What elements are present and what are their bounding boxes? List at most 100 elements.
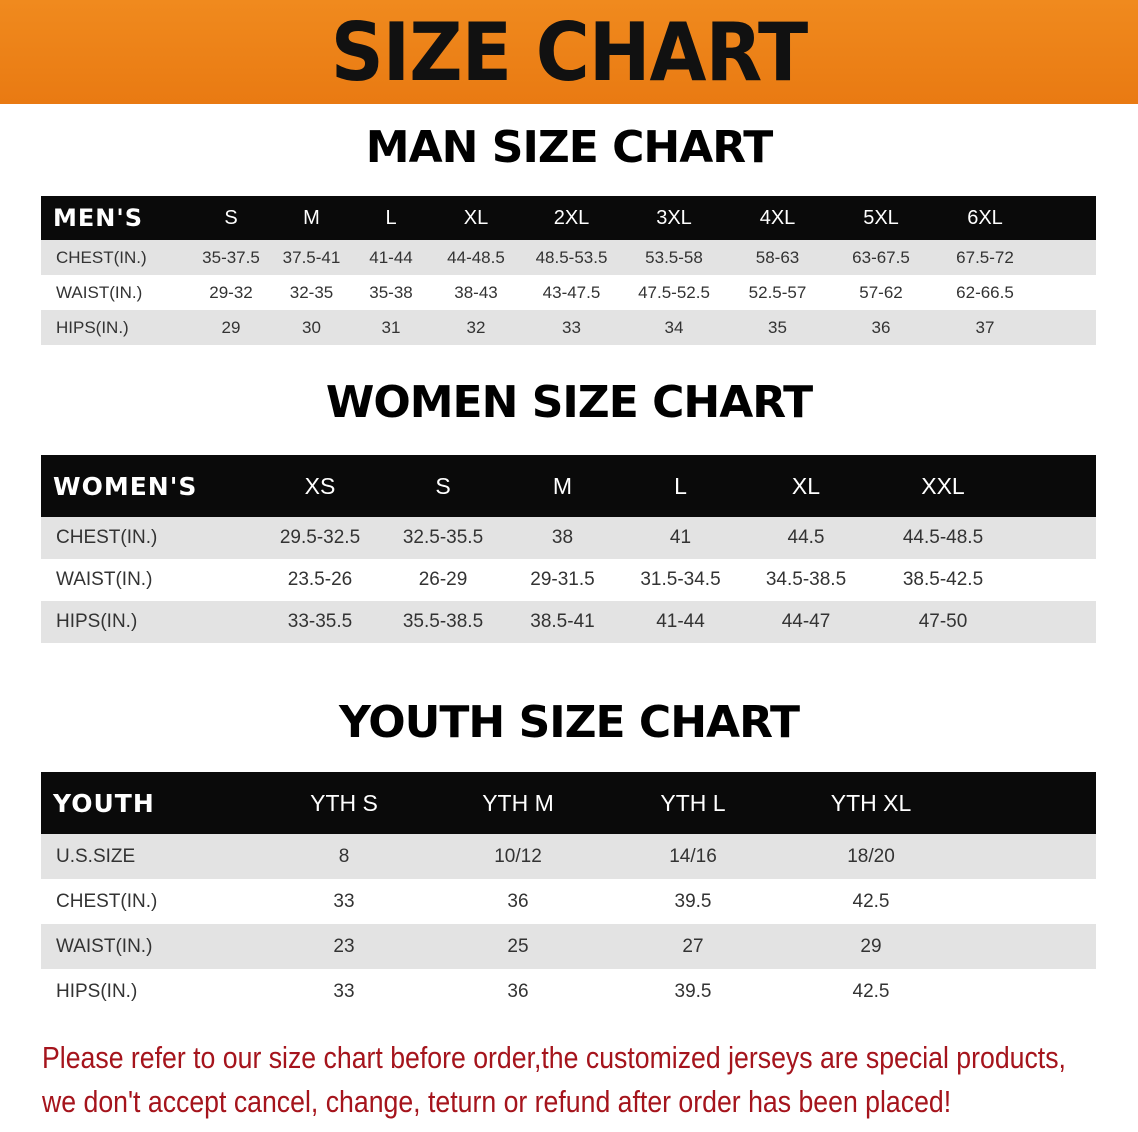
note-line-1: Please refer to our size chart before or… — [42, 1040, 1066, 1075]
measurement-value: 32.5-35.5 — [382, 517, 504, 559]
measurement-value: 44.5-48.5 — [872, 517, 1014, 559]
measurement-value: 31.5-34.5 — [621, 559, 740, 601]
size-column-header: YTH S — [257, 772, 431, 834]
measurement-label: U.S.SIZE — [41, 834, 257, 879]
measurement-value — [1014, 559, 1096, 601]
size-column-header: 4XL — [726, 196, 829, 240]
measurement-value: 38.5-42.5 — [872, 559, 1014, 601]
measurement-value: 44.5 — [740, 517, 872, 559]
measurement-value: 48.5-53.5 — [521, 240, 622, 275]
measurement-value: 35-37.5 — [190, 240, 272, 275]
banner-title: SIZE CHART — [330, 5, 809, 99]
measurement-value: 62-66.5 — [933, 275, 1037, 310]
measurement-value: 36 — [829, 310, 933, 345]
measurement-value: 34.5-38.5 — [740, 559, 872, 601]
size-column-header: S — [382, 455, 504, 517]
table-row: WAIST(IN.) 29-32 32-35 35-38 38-43 43-47.5 47.… — [41, 275, 1096, 310]
measurement-value: 18/20 — [781, 834, 961, 879]
size-column-header: XL — [740, 455, 872, 517]
measurement-value — [1014, 517, 1096, 559]
men-section-title: MAN SIZE CHART — [365, 122, 773, 173]
measurement-value: 47-50 — [872, 601, 1014, 643]
note-line-2: we don't accept cancel, change, teturn o… — [42, 1084, 952, 1119]
measurement-value: 37.5-41 — [272, 240, 351, 275]
measurement-label: CHEST(IN.) — [41, 879, 257, 924]
size-column-header — [1014, 455, 1096, 517]
measurement-label: HIPS(IN.) — [41, 310, 190, 345]
measurement-value: 33 — [521, 310, 622, 345]
measurement-value: 36 — [431, 879, 605, 924]
measurement-value: 38 — [504, 517, 621, 559]
measurement-value: 57-62 — [829, 275, 933, 310]
measurement-value: 38.5-41 — [504, 601, 621, 643]
youth-table-label: YOUTH — [41, 772, 257, 834]
measurement-value: 10/12 — [431, 834, 605, 879]
size-column-header: L — [351, 196, 431, 240]
measurement-label: HIPS(IN.) — [41, 601, 258, 643]
measurement-value: 53.5-58 — [622, 240, 726, 275]
measurement-value: 43-47.5 — [521, 275, 622, 310]
size-column-header: YTH XL — [781, 772, 961, 834]
measurement-value: 35.5-38.5 — [382, 601, 504, 643]
women-size-table: WOMEN'S XS S M L XL XXL CHEST(IN.) 29.5-32.5 32.5… — [41, 455, 1096, 643]
measurement-value: 42.5 — [781, 969, 961, 1014]
measurement-value: 31 — [351, 310, 431, 345]
measurement-value: 63-67.5 — [829, 240, 933, 275]
measurement-value — [1014, 601, 1096, 643]
size-column-header: 5XL — [829, 196, 933, 240]
measurement-value: 29.5-32.5 — [258, 517, 382, 559]
men-table-label: MEN'S — [41, 196, 190, 240]
measurement-value: 47.5-52.5 — [622, 275, 726, 310]
size-column-header: L — [621, 455, 740, 517]
measurement-value: 29-32 — [190, 275, 272, 310]
measurement-value: 33-35.5 — [258, 601, 382, 643]
measurement-label: WAIST(IN.) — [41, 275, 190, 310]
measurement-value: 39.5 — [605, 879, 781, 924]
table-row: HIPS(IN.) 29 30 31 32 33 34 35 36 37 — [41, 310, 1096, 345]
measurement-label: CHEST(IN.) — [41, 240, 190, 275]
measurement-value — [961, 879, 1096, 924]
measurement-value — [961, 969, 1096, 1014]
measurement-value: 35-38 — [351, 275, 431, 310]
measurement-label: WAIST(IN.) — [41, 559, 258, 601]
size-column-header: XS — [258, 455, 382, 517]
measurement-value: 44-47 — [740, 601, 872, 643]
measurement-value: 23 — [257, 924, 431, 969]
size-column-header: M — [504, 455, 621, 517]
measurement-label: WAIST(IN.) — [41, 924, 257, 969]
measurement-label: CHEST(IN.) — [41, 517, 258, 559]
table-row: HIPS(IN.) 33-35.5 35.5-38.5 38.5-41 41-44 44-… — [41, 601, 1096, 643]
measurement-value: 29-31.5 — [504, 559, 621, 601]
measurement-value: 32 — [431, 310, 521, 345]
measurement-value: 29 — [781, 924, 961, 969]
measurement-value: 41-44 — [351, 240, 431, 275]
measurement-value: 52.5-57 — [726, 275, 829, 310]
size-column-header — [1037, 196, 1096, 240]
order-policy-note: Please refer to our size chart before or… — [42, 1036, 1066, 1124]
youth-size-table: YOUTH YTH S YTH M YTH L YTH XL U.S.SIZE 8 10/12… — [41, 772, 1096, 1014]
measurement-value: 30 — [272, 310, 351, 345]
measurement-value: 58-63 — [726, 240, 829, 275]
measurement-value: 8 — [257, 834, 431, 879]
table-row: U.S.SIZE 8 10/12 14/16 18/20 — [41, 834, 1096, 879]
measurement-value: 29 — [190, 310, 272, 345]
measurement-value: 26-29 — [382, 559, 504, 601]
size-column-header: XL — [431, 196, 521, 240]
youth-section-title: YOUTH SIZE CHART — [338, 697, 800, 748]
measurement-value: 32-35 — [272, 275, 351, 310]
table-row: CHEST(IN.) 33 36 39.5 42.5 — [41, 879, 1096, 924]
table-row: CHEST(IN.) 29.5-32.5 32.5-35.5 38 41 44.5 44.5… — [41, 517, 1096, 559]
measurement-value: 37 — [933, 310, 1037, 345]
size-chart-banner: SIZE CHART — [0, 0, 1138, 104]
size-column-header: 6XL — [933, 196, 1037, 240]
measurement-value — [961, 834, 1096, 879]
table-row: HIPS(IN.) 33 36 39.5 42.5 — [41, 969, 1096, 1014]
measurement-value: 42.5 — [781, 879, 961, 924]
women-table-label: WOMEN'S — [41, 455, 258, 517]
men-header-row: MEN'S S M L XL 2XL 3XL 4XL 5XL 6XL — [41, 196, 1096, 240]
measurement-value — [1037, 275, 1096, 310]
measurement-value — [1037, 310, 1096, 345]
size-column-header: YTH M — [431, 772, 605, 834]
table-row: CHEST(IN.) 35-37.5 37.5-41 41-44 44-48.5 48.5… — [41, 240, 1096, 275]
measurement-value: 35 — [726, 310, 829, 345]
